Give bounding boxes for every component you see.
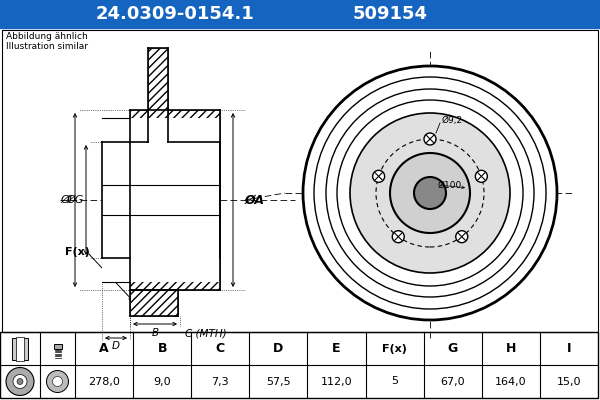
Text: B: B — [157, 342, 167, 355]
Text: 15,0: 15,0 — [557, 376, 581, 386]
Circle shape — [303, 66, 557, 320]
Circle shape — [424, 133, 436, 145]
Bar — [102, 118, 220, 282]
Circle shape — [13, 374, 27, 388]
Text: ØH: ØH — [146, 185, 163, 195]
Text: A: A — [99, 342, 109, 355]
Text: 24.0309-0154.1: 24.0309-0154.1 — [95, 5, 254, 23]
Bar — [2, 30, 598, 332]
Text: 67,0: 67,0 — [440, 376, 465, 386]
Bar — [53, 344, 62, 348]
Text: D: D — [273, 342, 284, 355]
Circle shape — [373, 170, 385, 182]
Text: C: C — [216, 342, 225, 355]
Circle shape — [456, 231, 468, 243]
Circle shape — [392, 231, 404, 243]
Text: 57,5: 57,5 — [266, 376, 291, 386]
Text: Ø9,2: Ø9,2 — [442, 116, 463, 126]
Bar — [148, 48, 168, 142]
Circle shape — [390, 153, 470, 233]
Text: ØG: ØG — [67, 195, 84, 205]
Text: Abbildung ähnlich: Abbildung ähnlich — [6, 32, 88, 41]
Circle shape — [6, 368, 34, 396]
Text: D: D — [112, 341, 120, 351]
Text: ØA: ØA — [245, 194, 265, 206]
Text: Ø100: Ø100 — [438, 180, 462, 190]
Bar — [3, 30, 597, 331]
Circle shape — [47, 370, 68, 392]
Text: 5: 5 — [391, 376, 398, 386]
Text: I: I — [566, 342, 571, 355]
Text: F(x): F(x) — [65, 247, 90, 257]
Bar — [16, 336, 24, 360]
Text: G: G — [448, 342, 458, 355]
Circle shape — [414, 177, 446, 209]
Text: H: H — [506, 342, 516, 355]
Circle shape — [350, 113, 510, 273]
Text: Illustration similar: Illustration similar — [6, 42, 88, 51]
Text: B: B — [151, 328, 158, 338]
Text: C (MTH): C (MTH) — [185, 328, 227, 338]
Text: ØE: ØE — [106, 195, 122, 205]
Circle shape — [53, 376, 62, 386]
Circle shape — [475, 170, 487, 182]
Text: ØI: ØI — [60, 195, 72, 205]
Text: 164,0: 164,0 — [495, 376, 527, 386]
Bar — [12, 338, 28, 360]
Bar — [0, 0, 600, 28]
Bar — [130, 290, 178, 316]
Bar — [130, 110, 220, 290]
Bar — [102, 142, 220, 258]
Text: E: E — [332, 342, 341, 355]
Bar — [0, 332, 598, 398]
Circle shape — [17, 378, 23, 384]
Text: 278,0: 278,0 — [88, 376, 120, 386]
Text: 7,3: 7,3 — [211, 376, 229, 386]
Bar — [3, 30, 597, 331]
Text: F(x): F(x) — [382, 344, 407, 354]
Text: 509154: 509154 — [353, 5, 427, 23]
Bar — [106, 185, 220, 215]
Text: 112,0: 112,0 — [320, 376, 352, 386]
Text: 9,0: 9,0 — [154, 376, 171, 386]
